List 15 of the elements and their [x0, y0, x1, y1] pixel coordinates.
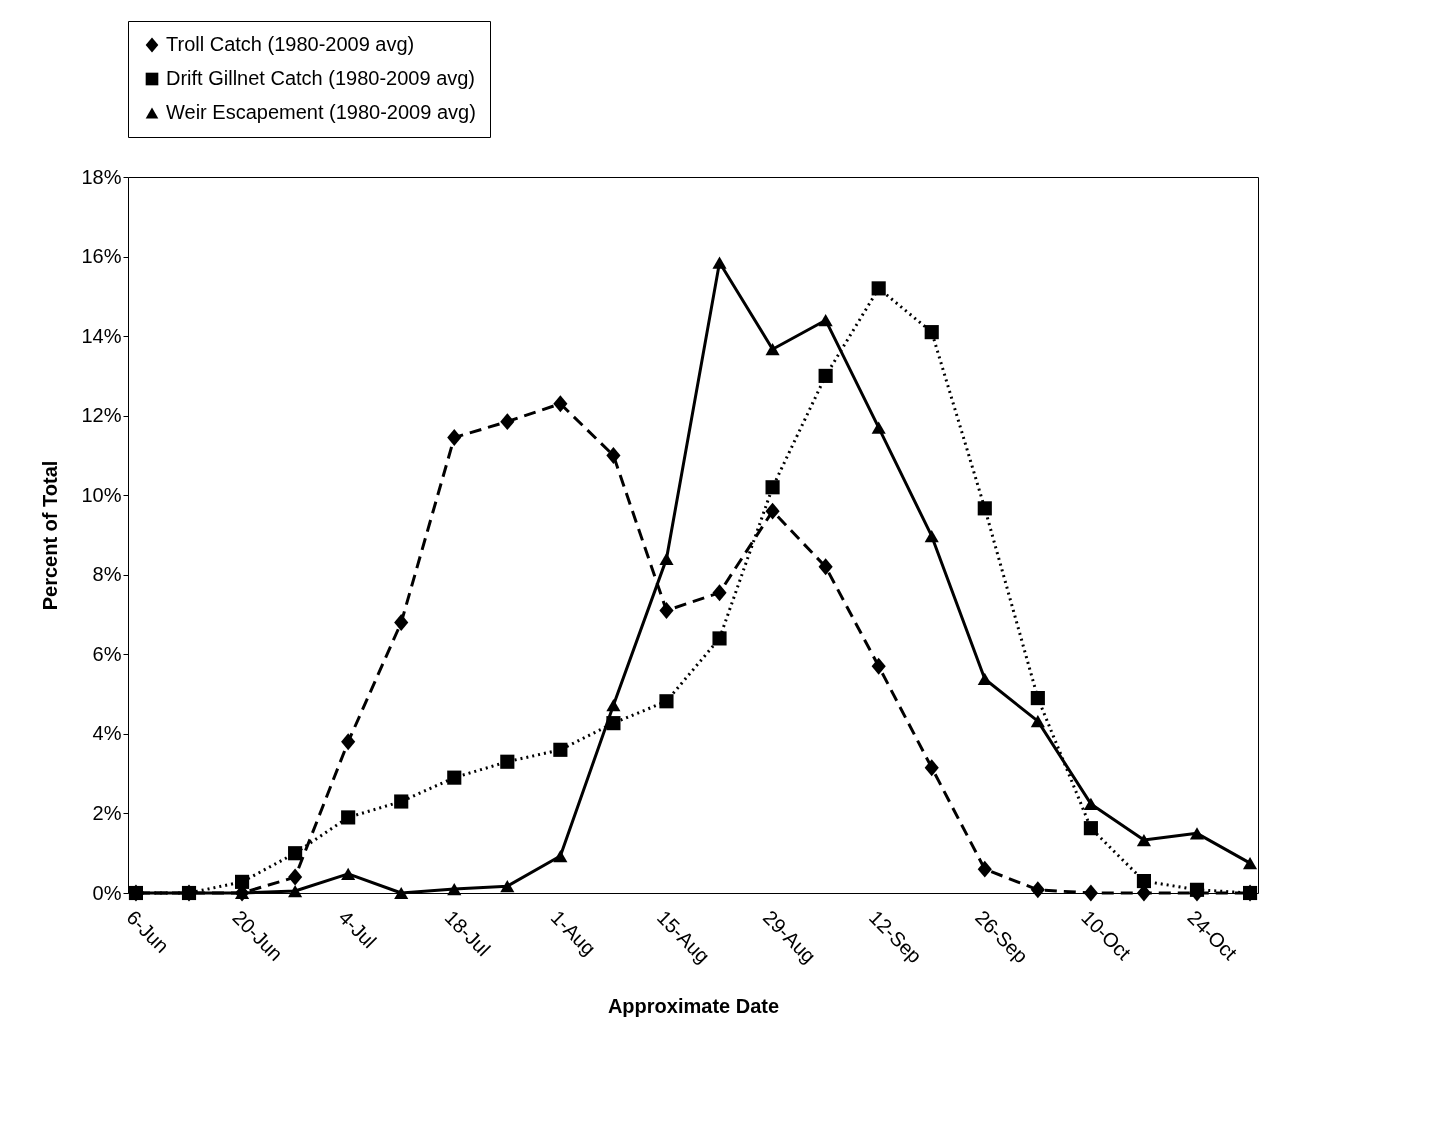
- x-axis-title: Approximate Date: [607, 995, 780, 1018]
- legend-label: Troll Catch (1980-2009 avg): [166, 33, 415, 55]
- y-tick-label: 2%: [92, 801, 122, 824]
- y-tick-label: 18%: [81, 165, 122, 188]
- y-tick-label: 12%: [81, 404, 122, 427]
- y-axis-title: Percent of Total: [39, 460, 62, 611]
- y-tick-label: 0%: [92, 881, 122, 904]
- y-tick-label: 14%: [81, 324, 122, 347]
- y-tick-label: 10%: [81, 483, 122, 506]
- y-tick-label: 4%: [92, 722, 122, 745]
- legend-label: Drift Gillnet Catch (1980-2009 avg): [166, 67, 476, 89]
- legend-label: Weir Escapement (1980-2009 avg): [166, 101, 476, 123]
- y-tick-label: 8%: [92, 563, 122, 586]
- y-tick-label: 16%: [81, 245, 122, 268]
- y-tick-label: 6%: [92, 642, 122, 665]
